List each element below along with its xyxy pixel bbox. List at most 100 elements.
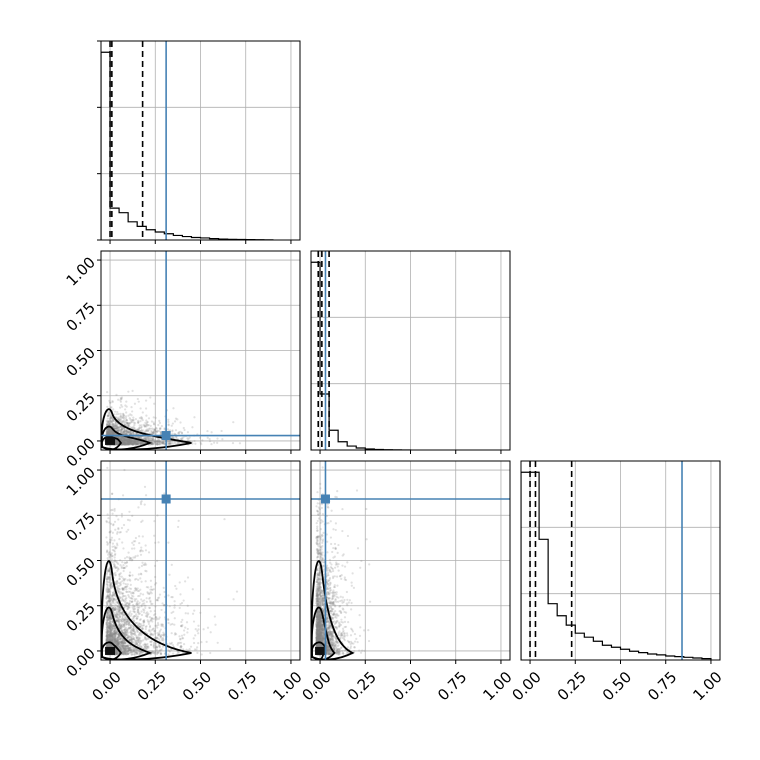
scatter-point (143, 645, 146, 649)
scatter-point (114, 546, 117, 549)
scatter-point (110, 605, 113, 609)
scatter-point (125, 442, 128, 445)
scatter-point (171, 429, 174, 432)
scatter-point (127, 442, 130, 446)
scatter-point (149, 640, 153, 643)
scatter-point (124, 585, 127, 588)
scatter-point (159, 635, 162, 638)
scatter-point (129, 426, 132, 429)
scatter-point (133, 605, 136, 608)
scatter-point (112, 633, 115, 636)
scatter-point (107, 643, 110, 647)
scatter-point (140, 429, 143, 432)
scatter-point (112, 627, 115, 630)
y-tick-label: 0.25 (63, 389, 99, 425)
scatter-point (107, 428, 111, 432)
scatter-point (106, 568, 109, 571)
scatter-point (106, 636, 109, 639)
scatter-point (155, 642, 158, 645)
scatter-point (154, 612, 157, 616)
scatter-point (119, 643, 123, 646)
scatter-point (122, 427, 125, 430)
scatter-point (125, 637, 129, 640)
scatter-point (122, 442, 125, 445)
scatter-point (106, 635, 109, 638)
scatter-point (106, 630, 109, 634)
scatter-point (119, 611, 122, 614)
scatter-point (182, 599, 185, 602)
scatter-point (122, 646, 125, 650)
scatter-point (126, 442, 129, 445)
scatter-point (109, 632, 112, 635)
scatter-point (124, 438, 127, 441)
scatter-point (155, 559, 159, 562)
scatter-point (128, 441, 131, 444)
scatter-point (115, 632, 118, 635)
scatter-point (134, 648, 137, 651)
scatter-point (124, 439, 127, 442)
scatter-point (135, 441, 139, 444)
scatter-point (106, 424, 109, 427)
scatter-point (117, 632, 120, 636)
scatter-point (114, 573, 117, 576)
scatter-point (105, 597, 108, 600)
scatter-point (106, 629, 110, 632)
scatter-point (105, 614, 109, 618)
scatter-point (109, 553, 113, 556)
scatter-point (108, 567, 111, 570)
scatter-point (125, 645, 128, 648)
scatter-point (116, 544, 119, 547)
scatter-point (154, 442, 157, 445)
scatter-point (106, 431, 109, 434)
scatter-point (106, 639, 110, 642)
scatter-point (107, 600, 110, 603)
scatter-point (152, 642, 155, 645)
scatter-point (115, 424, 118, 427)
scatter-point (106, 433, 109, 436)
scatter-point (139, 550, 142, 553)
scatter-point (108, 625, 111, 628)
scatter-point (180, 431, 184, 434)
scatter-point (110, 430, 113, 434)
scatter-point (127, 622, 131, 625)
scatter-point (124, 618, 127, 621)
scatter-point (123, 441, 126, 444)
scatter-point (116, 630, 119, 634)
scatter-point (140, 417, 144, 420)
scatter-point (115, 441, 118, 444)
scatter-point (142, 643, 145, 647)
scatter-point (146, 592, 150, 595)
scatter-point (132, 540, 135, 543)
scatter-point (191, 612, 195, 615)
scatter-point (129, 614, 132, 617)
scatter-point (126, 443, 129, 446)
scatter-point (130, 596, 133, 600)
scatter-point (115, 441, 118, 444)
scatter-point (119, 647, 122, 650)
scatter-point (105, 616, 108, 619)
scatter-point (150, 431, 153, 434)
scatter-point (115, 441, 118, 444)
scatter-point (115, 542, 119, 545)
scatter-point (124, 629, 127, 632)
scatter-point (115, 652, 118, 655)
scatter-point (124, 652, 127, 655)
scatter-point (138, 612, 141, 615)
scatter-point (106, 624, 109, 627)
scatter-point (112, 625, 115, 628)
scatter-point (152, 431, 155, 434)
scatter-point (129, 579, 132, 582)
scatter-point (127, 424, 131, 427)
scatter-point (126, 650, 130, 653)
scatter-point (143, 425, 146, 428)
scatter-point (148, 427, 151, 430)
scatter-point (181, 637, 185, 640)
scatter-point (149, 437, 153, 441)
scatter-point (121, 405, 124, 408)
scatter-point (122, 441, 125, 445)
scatter-point (148, 596, 151, 599)
scatter-point (144, 604, 147, 607)
scatter-point (116, 604, 119, 608)
scatter-point (115, 615, 118, 618)
scatter-point (115, 427, 118, 430)
